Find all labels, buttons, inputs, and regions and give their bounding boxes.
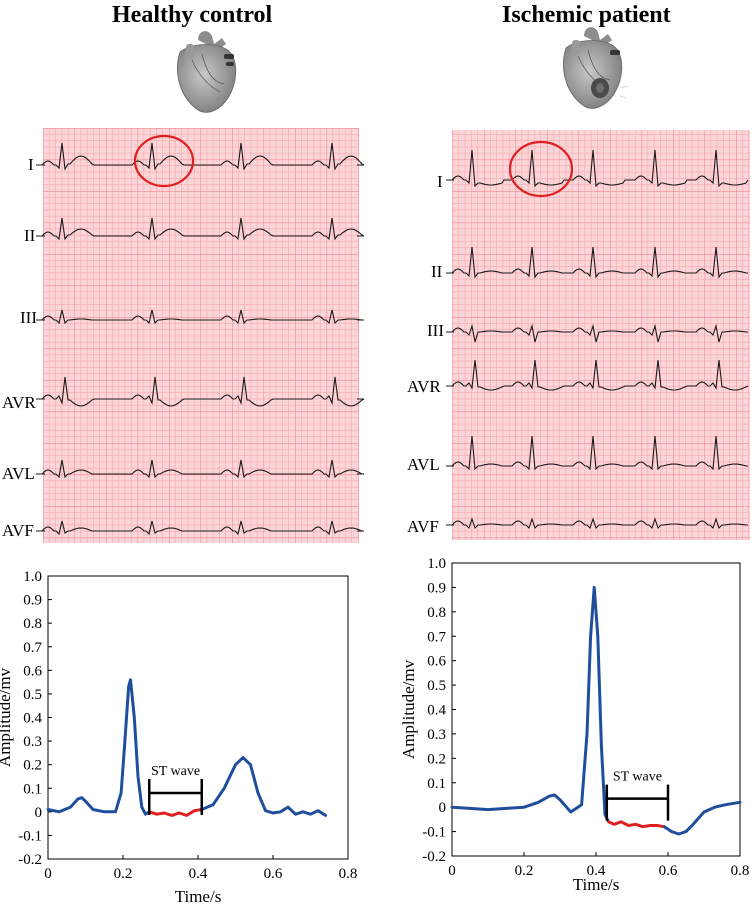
y-tick-label: 0.9 <box>23 593 42 609</box>
lead-label: AVF <box>407 517 439 536</box>
y-tick-label: 0.3 <box>427 727 446 743</box>
series-line <box>662 800 742 836</box>
y-tick-label: 0.8 <box>23 616 42 632</box>
y-tick-label: 0.5 <box>427 678 446 694</box>
y-tick-label: 1.0 <box>427 556 446 572</box>
ecg-lead-trace <box>36 520 364 536</box>
highlight-circle <box>133 134 195 188</box>
x-tick-label: 0 <box>448 863 456 879</box>
x-axis-label: Time/s <box>573 875 620 894</box>
x-tick-label: 0.8 <box>731 863 750 879</box>
lead-label: II <box>431 262 443 281</box>
y-tick-label: -0.2 <box>422 849 446 865</box>
y-tick-label: -0.2 <box>18 852 42 868</box>
ecg-lead-trace <box>446 323 748 343</box>
y-tick-label: 0.2 <box>23 758 42 774</box>
y-tick-label: 0 <box>439 800 447 816</box>
y-tick-label: 0.1 <box>23 781 42 797</box>
lead-label: AVR <box>407 377 441 396</box>
lead-label: III <box>427 321 444 340</box>
y-tick-label: -0.1 <box>422 825 446 841</box>
lead-label: AVR <box>2 393 36 412</box>
ecg-lead-trace <box>36 217 365 241</box>
x-tick-label: 0.2 <box>114 866 133 882</box>
plot-frame <box>47 575 349 860</box>
ecg-lead-trace <box>36 459 364 479</box>
y-tick-label: 0.2 <box>427 751 446 767</box>
x-axis-label: Time/s <box>175 887 222 906</box>
lead-label: II <box>24 226 36 245</box>
st-wave-label: ST wave <box>151 764 200 779</box>
y-tick-label: 0.7 <box>427 629 446 645</box>
y-tick-label: -0.1 <box>18 828 42 844</box>
lead-label: I <box>28 155 34 174</box>
y-tick-label: 0.6 <box>23 663 42 679</box>
y-tick-label: 0.9 <box>427 580 446 596</box>
y-axis-label: Amplitude/mv <box>0 667 14 767</box>
ecg-lead-trace <box>36 309 364 325</box>
lead-label: I <box>437 172 443 191</box>
lead-labels-right: I II III AVR AVL AVF <box>407 172 444 536</box>
beat-chart-left: -0.2 -0.1 0 0.1 0.2 0.3 0.4 0.5 0.6 0.7 0.8 0.9 1.0 0… <box>0 569 357 906</box>
lead-label: AVF <box>2 521 34 540</box>
ecg-traces-right <box>446 149 749 530</box>
y-tick-label: 0.5 <box>23 687 42 703</box>
y-tick-label: 0.1 <box>427 776 446 792</box>
y-tick-label: 0.4 <box>23 711 42 727</box>
series-line <box>200 756 327 817</box>
x-tick-label: 0.8 <box>339 866 358 882</box>
y-axis-label: Amplitude/mv <box>399 659 418 759</box>
lead-label: AVL <box>2 464 35 483</box>
y-tick-label: 0.6 <box>427 654 446 670</box>
ecg-lead-trace <box>446 359 749 391</box>
x-tick-label: 0.4 <box>189 866 208 882</box>
series-line <box>607 820 666 829</box>
healthy-control-title: Healthy control <box>112 2 273 28</box>
series-line <box>46 678 151 816</box>
y-tick-label: 0.4 <box>427 703 446 719</box>
y-tick-label: 0.7 <box>23 640 42 656</box>
y-tick-label: 0.3 <box>23 734 42 750</box>
heart-ischemic-icon <box>563 27 629 109</box>
beat-chart-right: -0.2 -0.1 0 0.1 0.2 0.3 0.4 0.5 0.6 0.7 0.8 0.9 1.0 0… <box>399 556 749 894</box>
lead-labels-left: I II III AVR AVL AVF <box>2 155 37 540</box>
series-line <box>147 808 204 817</box>
x-tick-label: 0 <box>44 866 52 882</box>
ecg-traces-left <box>36 142 365 536</box>
ecg-grid-left <box>43 128 359 543</box>
heart-icon <box>177 31 237 113</box>
y-tick-label: 1.0 <box>23 569 42 585</box>
x-tick-label: 0.2 <box>515 863 534 879</box>
highlight-circle <box>508 140 574 198</box>
y-tick-label: 0 <box>35 805 43 821</box>
series-line <box>450 585 611 824</box>
x-tick-label: 0.4 <box>587 863 606 879</box>
ecg-lead-trace <box>36 376 365 407</box>
ecg-lead-trace <box>36 142 365 171</box>
ecg-lead-trace <box>446 517 748 530</box>
ecg-lead-trace <box>446 246 748 279</box>
y-tick-label: 0.8 <box>427 605 446 621</box>
lead-label: AVL <box>407 455 440 474</box>
x-tick-label: 0.6 <box>264 866 283 882</box>
x-tick-label: 0.6 <box>659 863 678 879</box>
ecg-lead-trace <box>446 435 748 471</box>
lead-label: III <box>20 308 37 327</box>
ischemic-patient-title: Ischemic patient <box>502 2 671 28</box>
st-wave-label: ST wave <box>613 770 662 785</box>
ecg-lead-trace <box>446 149 749 188</box>
ecg-grid-right <box>452 130 750 540</box>
